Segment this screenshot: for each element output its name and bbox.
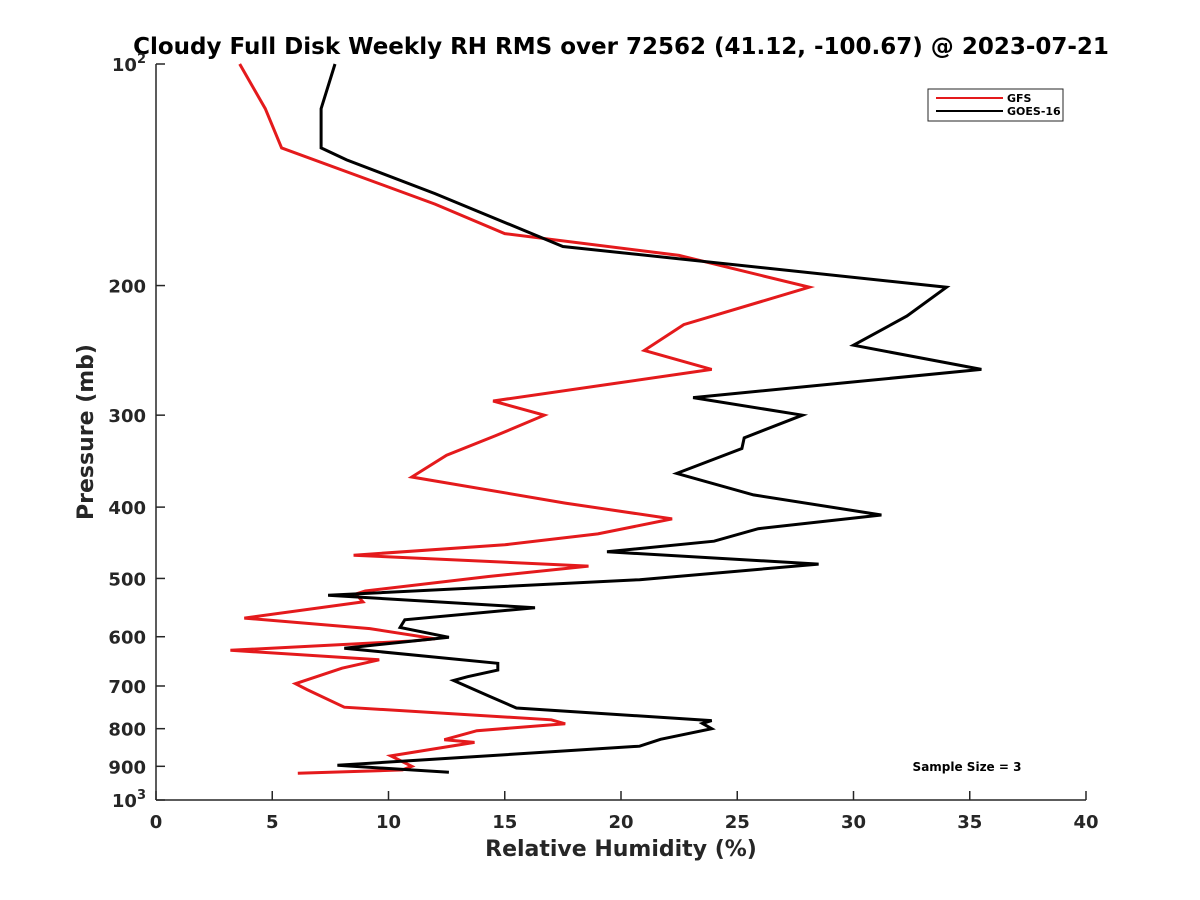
y-tick-label: 200 [108,277,146,298]
legend-box [927,88,1064,122]
y-axis-ticks: 102 200 300 400 500 600 700 800 900 103 [108,52,165,812]
series-line-gfs [230,63,816,775]
plot-lines [230,63,982,775]
y-axis-label: Pressure (mb) [74,344,99,520]
y-tick-label: 900 [108,757,146,778]
y-tick-label: 600 [108,628,146,649]
y-tick-label: 102 [112,52,146,76]
x-tick-label: 30 [841,812,866,833]
x-tick-label: 0 [150,812,163,833]
x-axis-ticks: 0 5 10 15 20 25 30 35 40 [150,791,1099,833]
x-tick-label: 40 [1073,812,1098,833]
y-tick-label: 400 [108,498,146,519]
y-tick-label: 300 [108,406,146,427]
sample-size-annotation: Sample Size = 3 [913,760,1022,774]
legend: GFS GOES-16 [927,88,1064,122]
x-tick-label: 5 [266,812,279,833]
chart-title: Cloudy Full Disk Weekly RH RMS over 7256… [133,34,1109,60]
y-tick-label: 700 [108,677,146,698]
x-tick-label: 15 [492,812,517,833]
x-tick-label: 10 [376,812,401,833]
y-tick-label: 103 [112,788,146,812]
x-tick-label: 20 [608,812,633,833]
x-tick-label: 25 [725,812,750,833]
series-line-goes16 [319,63,982,774]
x-axis-label: Relative Humidity (%) [485,837,757,862]
y-tick-label: 800 [108,720,146,741]
x-tick-label: 35 [957,812,982,833]
legend-label-gfs: GFS [1007,92,1032,105]
legend-label-goes16: GOES-16 [1007,105,1061,118]
y-tick-label: 500 [108,569,146,590]
